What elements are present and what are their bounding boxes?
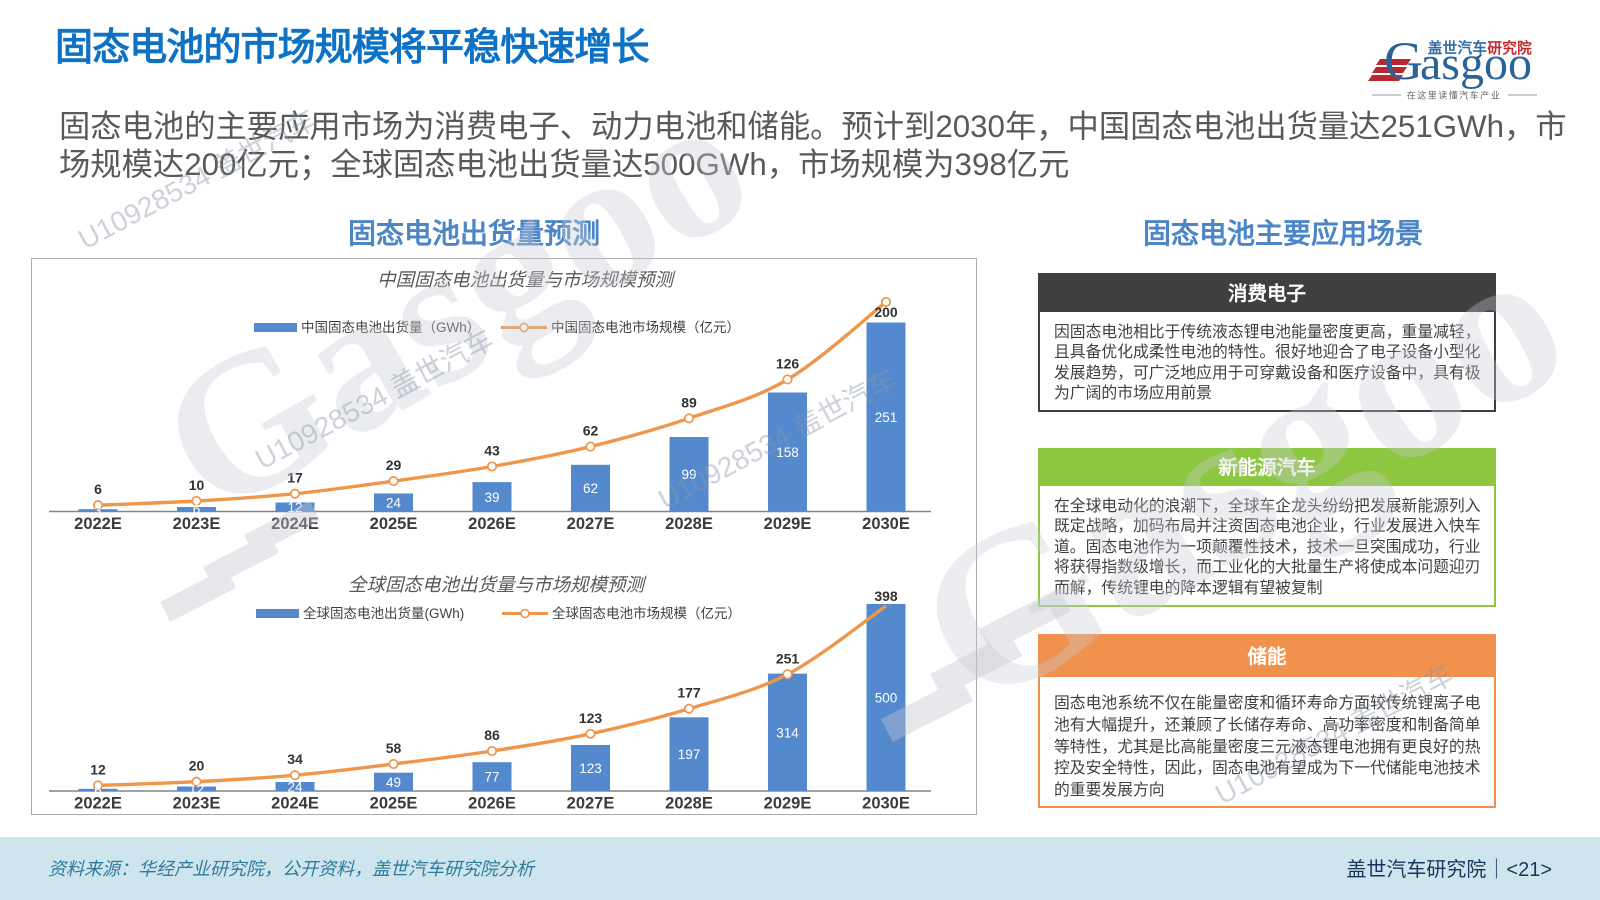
svg-text:49: 49 [386,775,401,790]
svg-text:123: 123 [579,710,603,726]
svg-text:62: 62 [583,481,598,496]
svg-text:Gasgoo: Gasgoo [1384,32,1532,91]
svg-text:34: 34 [287,751,303,767]
svg-text:39: 39 [484,490,499,505]
svg-text:全球固态电池市场规模（亿元）: 全球固态电池市场规模（亿元） [552,605,741,621]
svg-text:24: 24 [287,780,303,795]
svg-text:29: 29 [386,457,402,473]
svg-text:77: 77 [484,770,499,785]
svg-text:2030E: 2030E [862,795,910,813]
svg-text:12: 12 [189,782,204,797]
svg-text:58: 58 [386,740,402,756]
svg-text:86: 86 [484,727,500,743]
svg-text:398: 398 [874,588,898,604]
svg-text:全球固态电池出货量与市场规模预测: 全球固态电池出货量与市场规模预测 [348,574,648,595]
svg-text:3: 3 [94,503,102,518]
svg-text:89: 89 [681,394,697,410]
svg-text:2027E: 2027E [567,515,615,533]
svg-text:中国固态电池出货量与市场规模预测: 中国固态电池出货量与市场规模预测 [377,269,677,290]
svg-text:盖世汽车研究院: 盖世汽车研究院 [1428,39,1532,57]
svg-text:62: 62 [583,423,599,439]
svg-text:2026E: 2026E [468,795,516,813]
svg-text:177: 177 [677,685,701,701]
svg-text:123: 123 [579,761,602,776]
svg-text:2028E: 2028E [665,795,713,813]
svg-text:2023E: 2023E [173,515,221,533]
svg-text:314: 314 [776,725,799,740]
svg-text:99: 99 [681,467,696,482]
svg-text:2025E: 2025E [370,795,418,813]
svg-text:2022E: 2022E [74,795,122,813]
svg-text:10: 10 [189,477,205,493]
svg-text:6: 6 [94,481,102,497]
svg-text:500: 500 [875,691,898,706]
svg-text:251: 251 [776,650,800,666]
svg-text:中国固态电池市场规模（亿元）: 中国固态电池市场规模（亿元） [551,319,740,335]
svg-text:2029E: 2029E [764,795,812,813]
svg-text:2025E: 2025E [370,515,418,533]
svg-text:2022E: 2022E [74,515,122,533]
svg-text:中国固态电池出货量（GWh）: 中国固态电池出货量（GWh） [301,319,480,335]
svg-text:12: 12 [287,500,302,515]
svg-text:6: 6 [193,502,201,517]
svg-text:251: 251 [875,410,898,425]
svg-text:24: 24 [386,496,402,511]
svg-text:158: 158 [776,445,799,460]
svg-text:2030E: 2030E [862,515,910,533]
svg-text:全球固态电池出货量(GWh): 全球固态电池出货量(GWh) [303,605,464,621]
svg-text:2024E: 2024E [271,795,319,813]
svg-text:2024E: 2024E [271,515,319,533]
svg-text:2026E: 2026E [468,515,516,533]
svg-text:2023E: 2023E [173,795,221,813]
svg-text:20: 20 [189,758,205,774]
svg-text:在这里读懂汽车产业: 在这里读懂汽车产业 [1407,90,1502,101]
svg-text:2029E: 2029E [764,515,812,533]
svg-text:6: 6 [94,783,102,798]
svg-text:12: 12 [90,761,106,777]
svg-text:126: 126 [776,356,800,372]
svg-text:2027E: 2027E [567,795,615,813]
svg-text:2028E: 2028E [665,515,713,533]
svg-text:200: 200 [874,304,898,320]
svg-text:17: 17 [287,470,303,486]
svg-text:43: 43 [484,443,500,459]
svg-text:197: 197 [678,747,701,762]
